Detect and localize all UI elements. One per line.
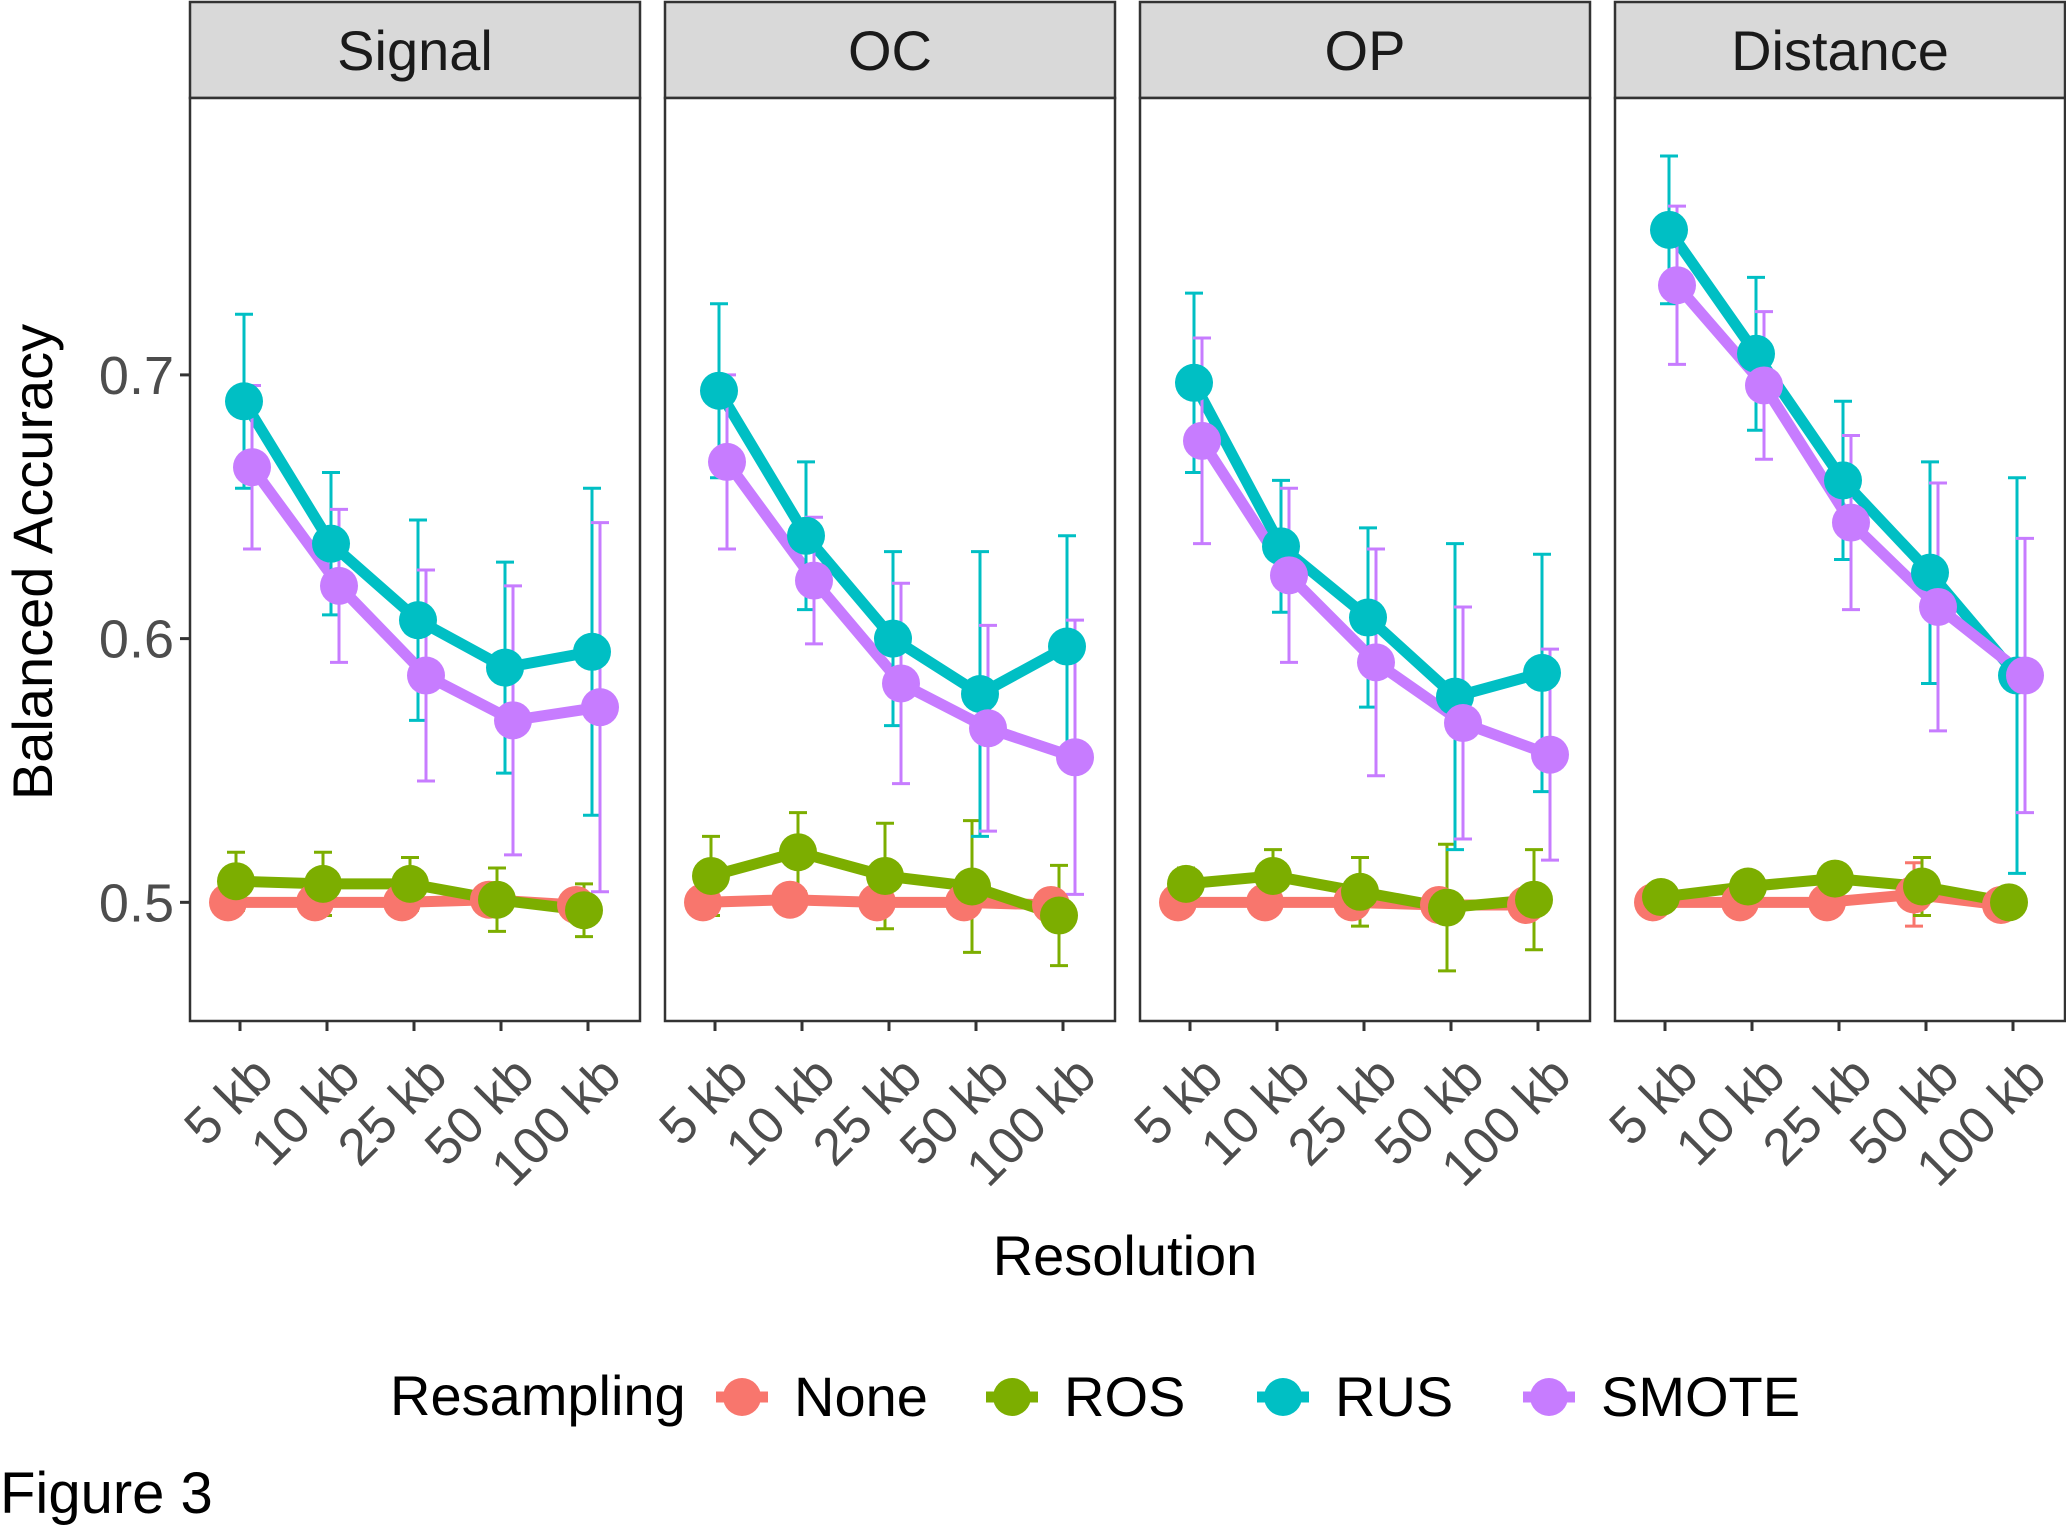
data-point-smote: [1056, 738, 1094, 777]
data-point-ros: [1642, 878, 1680, 917]
data-point-ros: [217, 862, 255, 901]
legend-label: None: [794, 1365, 928, 1428]
panel-strip-label: OP: [1325, 19, 1406, 82]
data-point-ros: [1990, 883, 2028, 922]
legend-label: SMOTE: [1601, 1365, 1800, 1428]
data-point-ros: [1515, 880, 1553, 919]
data-point-rus: [961, 674, 999, 713]
figure-caption: Figure 3: [0, 1461, 213, 1526]
data-point-ros: [692, 856, 730, 895]
legend-item-ros: ROS: [986, 1365, 1185, 1428]
data-point-ros: [1167, 864, 1205, 903]
data-point-smote: [407, 656, 445, 695]
data-point-ros: [1903, 867, 1941, 906]
data-point-rus: [787, 516, 825, 555]
data-point-ros: [304, 864, 342, 903]
y-tick-label: 0.7: [99, 346, 174, 406]
data-point-rus: [1650, 210, 1688, 249]
data-point-ros: [478, 880, 516, 919]
panel-strip-label: OC: [848, 19, 932, 82]
data-point-smote: [1183, 421, 1221, 460]
data-point-ros: [779, 833, 817, 872]
data-point-ros: [565, 891, 603, 930]
panel-strip: [188, 0, 642, 100]
legend-item-none: None: [716, 1365, 928, 1428]
data-point-rus: [486, 648, 524, 687]
data-point-smote: [1832, 503, 1870, 542]
data-point-smote: [1357, 643, 1395, 682]
data-point-rus: [700, 371, 738, 410]
data-point-smote: [1270, 556, 1308, 595]
legend-key-point: [723, 1378, 761, 1416]
data-point-smote: [1745, 366, 1783, 405]
data-point-rus: [399, 601, 437, 640]
legend: Resampling None ROS RUS SMOTE: [390, 1364, 1800, 1428]
data-point-rus: [1349, 598, 1387, 637]
legend-key-point: [1530, 1378, 1568, 1416]
data-point-smote: [969, 709, 1007, 748]
panel-strip: [663, 0, 1117, 100]
data-point-ros: [1729, 867, 1767, 906]
data-point-rus: [1911, 553, 1949, 592]
y-axis-title: Balanced Accuracy: [1, 324, 64, 800]
legend-label: ROS: [1064, 1365, 1185, 1428]
data-point-rus: [1262, 527, 1300, 566]
data-point-smote: [1444, 704, 1482, 743]
legend-item-smote: SMOTE: [1523, 1365, 1800, 1428]
data-point-ros: [866, 856, 904, 895]
legend-key-point: [993, 1378, 1031, 1416]
y-tick-label: 0.6: [99, 610, 174, 670]
x-axis-title: Resolution: [993, 1224, 1258, 1287]
data-point-rus: [1824, 461, 1862, 500]
legend-key-point: [1264, 1378, 1302, 1416]
data-point-rus: [312, 524, 350, 563]
data-point-ros: [1254, 856, 1292, 895]
data-point-smote: [1531, 735, 1569, 774]
legend-title: Resampling: [390, 1364, 686, 1427]
data-point-rus: [1175, 363, 1213, 402]
data-point-smote: [882, 664, 920, 703]
data-point-rus: [573, 632, 611, 671]
data-point-smote: [1919, 587, 1957, 626]
data-point-ros: [1816, 859, 1854, 898]
data-point-rus: [1737, 334, 1775, 373]
data-point-smote: [708, 442, 746, 481]
data-point-ros: [391, 864, 429, 903]
data-point-ros: [1341, 872, 1379, 911]
y-tick-label: 0.5: [99, 873, 174, 933]
data-point-rus: [225, 382, 263, 421]
y-axis: 0.5 0.6 0.7: [99, 346, 190, 933]
panel-strip: [1613, 0, 2066, 100]
legend-item-rus: RUS: [1257, 1365, 1453, 1428]
data-point-ros: [1428, 888, 1466, 927]
data-point-smote: [1658, 266, 1696, 305]
panel-plot-area: [1138, 96, 1592, 1023]
data-point-ros: [953, 867, 991, 906]
data-point-smote: [2006, 656, 2044, 695]
data-point-ros: [1040, 896, 1078, 935]
data-point-smote: [233, 448, 271, 487]
data-point-none: [771, 880, 809, 919]
legend-label: RUS: [1335, 1365, 1453, 1428]
panel-strip-label: Distance: [1731, 19, 1949, 82]
data-point-smote: [581, 688, 619, 727]
panel-strip-label: Signal: [337, 19, 493, 82]
data-point-smote: [320, 566, 358, 605]
data-point-smote: [494, 701, 532, 740]
data-point-rus: [1523, 653, 1561, 692]
data-point-smote: [795, 561, 833, 600]
data-point-rus: [1048, 627, 1086, 666]
data-point-rus: [874, 619, 912, 658]
